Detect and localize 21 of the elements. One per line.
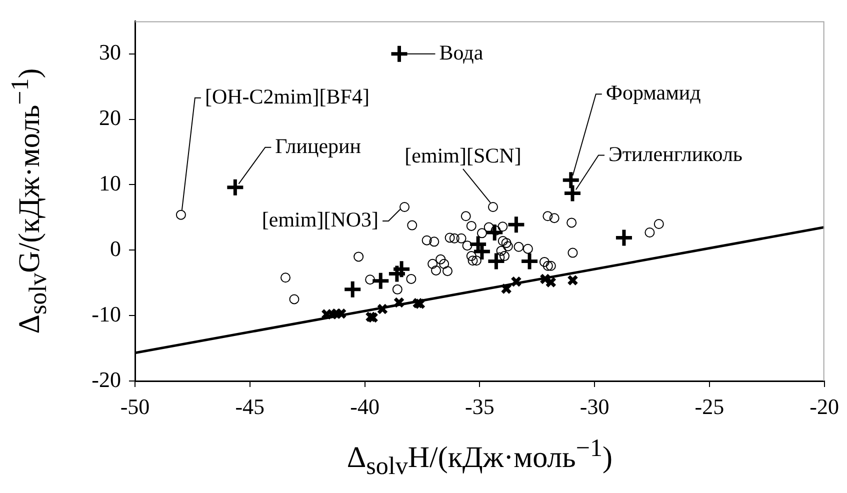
y-tick-label: 20 <box>99 105 121 130</box>
y-tick-label: 30 <box>99 40 121 65</box>
x-axis-title: Δ$_{solv}$H/(кДж·моль$^{−1}$) <box>346 434 612 482</box>
y-tick-label: 0 <box>110 236 121 261</box>
annotation: [emim][NO3] <box>262 208 379 232</box>
y-tick-label: -10 <box>92 301 121 326</box>
annotation: Этиленгликоль <box>608 142 742 166</box>
x-tick-label: -40 <box>350 394 380 419</box>
x-tick-label: -30 <box>580 394 610 419</box>
annotation: [emim][SCN] <box>404 144 522 168</box>
x-tick-label: -35 <box>465 394 494 419</box>
annotation: [OH-C2mim][BF4] <box>204 84 370 108</box>
x-tick-label: -45 <box>235 394 265 419</box>
annotation: Глицерин <box>275 134 362 158</box>
x-tick-label: -50 <box>120 394 150 419</box>
annotation: Вода <box>439 40 484 64</box>
x-tick-label: -25 <box>694 394 724 419</box>
x-tick-label: -20 <box>810 394 839 419</box>
y-tick-label: -20 <box>92 366 121 392</box>
annotation: Формамид <box>606 80 702 105</box>
y-tick-label: 10 <box>99 170 121 196</box>
